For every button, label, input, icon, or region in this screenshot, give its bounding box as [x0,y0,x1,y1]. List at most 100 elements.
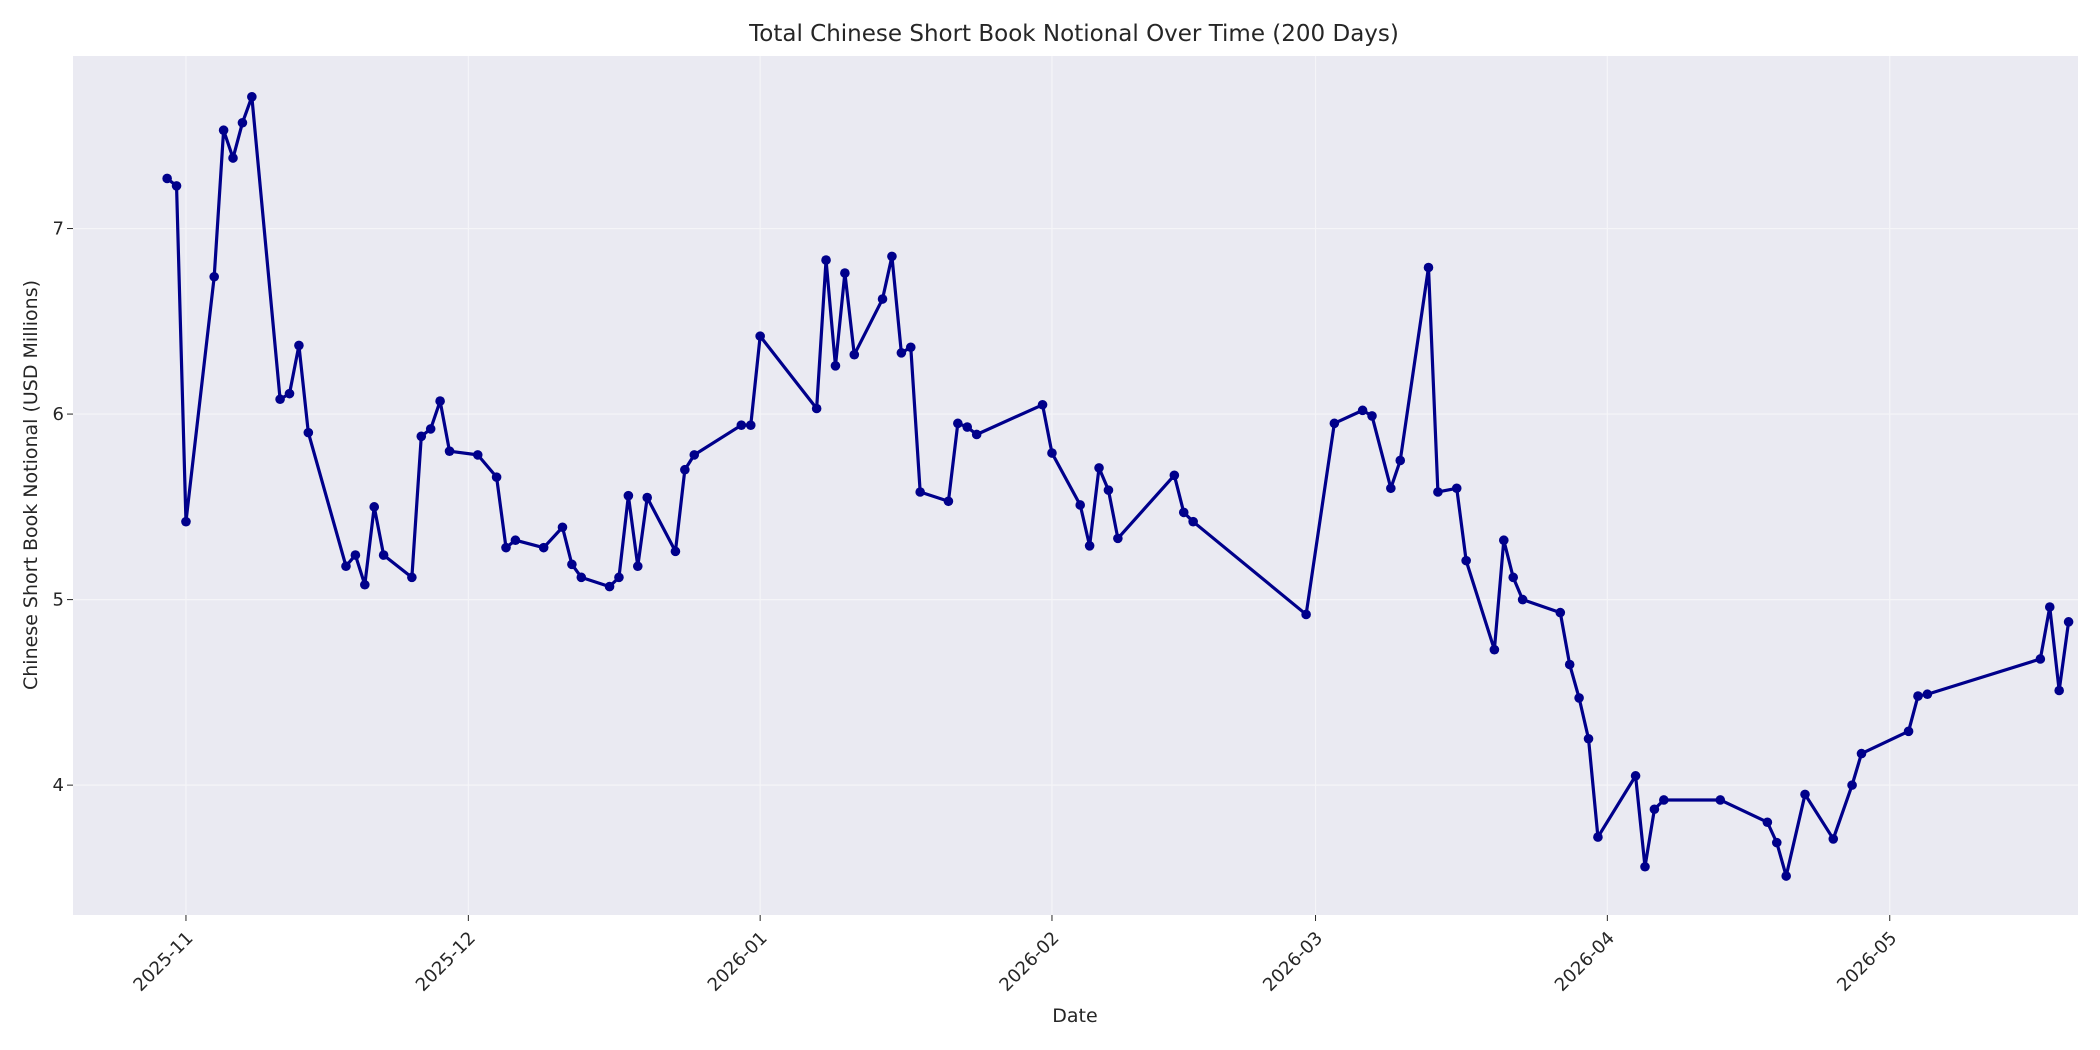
data-point [915,487,925,497]
data-point [1301,609,1311,620]
data-point [181,516,191,527]
data-point [407,572,417,583]
data-point [1555,607,1566,618]
data-point [275,394,285,405]
y-tick-label: 5 [53,590,64,611]
data-point [1913,691,1923,701]
data-point [2044,602,2055,612]
data-point [905,342,916,353]
data-point [1395,455,1406,466]
data-point [680,464,690,475]
data-point [1423,262,1434,273]
data-point [1828,834,1839,844]
data-point [1169,470,1180,481]
data-point [604,581,615,592]
data-point [228,153,238,163]
data-point [2054,685,2064,696]
data-point [1649,804,1660,815]
data-point [1178,507,1189,518]
data-point [689,450,700,460]
y-tick-label: 7 [53,219,64,240]
data-point [1037,399,1048,410]
data-point [1583,733,1594,744]
data-point [567,559,577,570]
data-point [840,268,850,278]
data-point [435,396,445,406]
data-point [1762,817,1773,828]
data-point [284,388,295,399]
data-point [303,427,314,438]
data-point [1715,795,1726,805]
data-point [472,450,483,460]
data-point [1640,861,1650,872]
data-point [887,251,897,262]
data-point [1047,448,1057,458]
data-point [369,502,380,512]
data-point [1508,572,1519,583]
data-point [444,446,455,456]
data-point [1630,771,1641,781]
data-point [237,117,248,128]
data-point [1517,594,1528,605]
y-axis-ticks: 4 5 6 7 [53,219,73,796]
chart-title: Total Chinese Short Book Notional Over T… [748,21,1399,47]
data-point [830,361,841,371]
data-point [623,490,634,501]
data-point [1771,837,1782,848]
data-point [1113,533,1123,544]
data-point [1386,483,1396,494]
data-point [642,492,652,503]
data-point [745,420,756,431]
data-point [557,522,568,533]
data-point [811,403,822,414]
data-point [510,535,521,546]
data-point [425,424,436,434]
data-point [576,572,587,583]
data-point [416,431,427,442]
data-point [538,542,549,553]
y-tick-label: 4 [53,775,64,796]
data-point [632,561,643,572]
data-point [1094,463,1104,473]
plot-area [73,56,2078,915]
data-point [877,294,888,304]
data-point [953,418,963,429]
data-point [1847,780,1857,790]
data-point [1367,411,1377,421]
data-point [1499,535,1509,546]
data-point [294,340,304,351]
data-point [1489,644,1500,655]
data-point [821,255,831,265]
data-point [1075,500,1086,510]
series-group [162,92,2074,881]
data-point [247,92,257,102]
data-point [614,572,624,583]
data-point [1800,789,1810,800]
x-axis-label: Date [1052,1005,1097,1027]
data-point [1461,555,1471,566]
data-point [2063,617,2074,627]
data-point [1856,748,1867,759]
data-point [670,546,681,557]
data-point [501,542,511,553]
data-point [1357,405,1368,416]
data-point [378,550,389,560]
data-point [209,271,219,282]
data-point [755,331,765,341]
data-point [1593,832,1603,842]
data-point [2035,654,2046,664]
data-point [736,420,747,431]
data-point [896,348,907,358]
data-point [341,561,351,572]
data-point [1329,418,1340,429]
data-point [1103,485,1114,495]
data-point [962,422,973,432]
data-point [1922,689,1933,700]
data-point [943,496,954,507]
data-point [1903,726,1914,737]
data-point [171,181,182,191]
data-point [1564,659,1575,670]
data-point [491,472,502,482]
data-point [360,579,370,590]
